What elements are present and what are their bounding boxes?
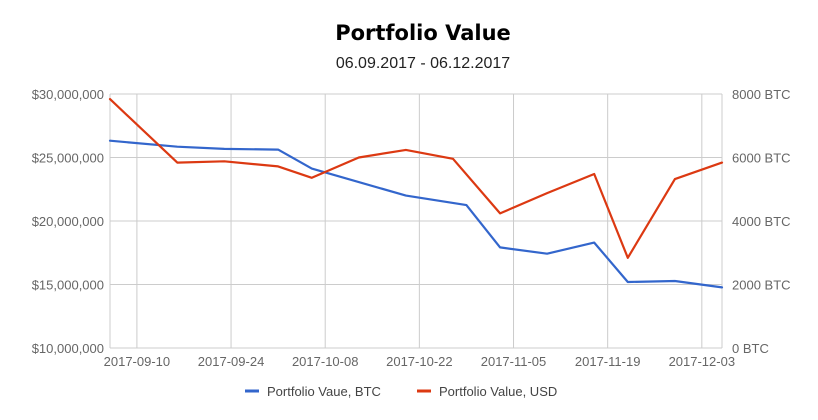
legend-item-usd[interactable]: Portfolio Value, USD xyxy=(417,384,557,399)
x-tick-label: 2017-09-10 xyxy=(104,354,171,369)
left-tick-label: $25,000,000 xyxy=(32,151,104,166)
right-tick-label: 0 BTC xyxy=(732,341,769,356)
legend[interactable]: Portfolio Vaue, BTC Portfolio Value, USD xyxy=(245,384,557,399)
x-tick-label: 2017-09-24 xyxy=(198,354,265,369)
chart-title: Portfolio Value xyxy=(335,21,511,45)
x-tick-label: 2017-10-22 xyxy=(386,354,453,369)
x-axis: 2017-09-10 2017-09-24 2017-10-08 2017-10-22… xyxy=(104,354,735,369)
right-axis: 8000 BTC 6000 BTC 4000 BTC 2000 BTC 0 BTC xyxy=(732,87,791,356)
legend-label: Portfolio Value, USD xyxy=(439,384,557,399)
left-tick-label: $20,000,000 xyxy=(32,214,104,229)
series-line-usd[interactable] xyxy=(108,97,724,259)
left-tick-label: $15,000,000 xyxy=(32,278,104,293)
x-tick-label: 2017-12-03 xyxy=(669,354,736,369)
gridlines xyxy=(109,93,723,349)
chart-subtitle: 06.09.2017 - 06.12.2017 xyxy=(336,55,510,72)
left-axis: $30,000,000 $25,000,000 $20,000,000 $15,000… xyxy=(32,87,104,356)
series-line-btc[interactable] xyxy=(108,139,724,289)
series-lines xyxy=(108,97,724,289)
right-tick-label: 6000 BTC xyxy=(732,151,791,166)
left-tick-label: $10,000,000 xyxy=(32,341,104,356)
legend-item-btc[interactable]: Portfolio Vaue, BTC xyxy=(245,384,381,399)
right-tick-label: 2000 BTC xyxy=(732,278,791,293)
right-tick-label: 8000 BTC xyxy=(732,87,791,102)
right-tick-label: 4000 BTC xyxy=(732,214,791,229)
left-tick-label: $30,000,000 xyxy=(32,87,104,102)
x-tick-label: 2017-11-19 xyxy=(575,354,641,369)
x-tick-label: 2017-11-05 xyxy=(481,354,547,369)
x-tick-label: 2017-10-08 xyxy=(292,354,359,369)
legend-label: Portfolio Vaue, BTC xyxy=(267,384,381,399)
